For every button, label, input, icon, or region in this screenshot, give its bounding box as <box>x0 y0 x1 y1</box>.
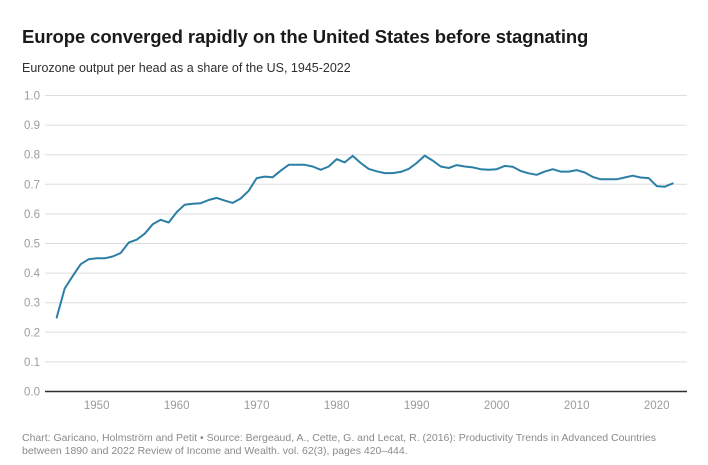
y-axis-tick-label: 0.5 <box>24 239 40 251</box>
x-axis-tick-label: 1970 <box>244 400 270 412</box>
y-axis-tick-label: 0.2 <box>24 327 40 339</box>
chart-source-note: Chart: Garicano, Holmström and Petit • S… <box>22 432 686 457</box>
y-axis-tick-label: 0.6 <box>24 209 40 221</box>
y-axis-tick-label: 0.1 <box>24 357 40 369</box>
x-axis-tick-label: 2000 <box>484 400 510 412</box>
y-axis-tick-label: 0.9 <box>24 120 40 132</box>
x-axis-tick-label: 1980 <box>324 400 350 412</box>
y-axis-tick-label: 0.8 <box>24 150 40 162</box>
chart-subtitle: Eurozone output per head as a share of t… <box>22 61 351 75</box>
chart-title: Europe converged rapidly on the United S… <box>22 26 589 47</box>
x-axis-tick-label: 2010 <box>564 400 590 412</box>
y-axis-tick-label: 0.4 <box>24 268 41 280</box>
source-line-1: Chart: Garicano, Holmström and Petit • S… <box>22 432 656 444</box>
x-axis-tick-label: 1990 <box>404 400 430 412</box>
y-axis-tick-label: 0.3 <box>24 298 40 310</box>
line-chart-svg: 1.0 0.9 0.8 0.7 0.6 0.5 0.4 0.3 0.2 0.1 0.0 1950 196… <box>24 91 687 412</box>
y-axis-tick-label: 1.0 <box>24 91 40 103</box>
x-axis-tick-label: 2020 <box>644 400 670 412</box>
data-line-eurozone-share <box>55 154 674 319</box>
source-line-2: between 1890 and 2022 Review of Income a… <box>22 444 408 457</box>
y-axis-tick-label: 0.0 <box>24 387 40 399</box>
line-chart: 1.0 0.9 0.8 0.7 0.6 0.5 0.4 0.3 0.2 0.1 0.0 1950 196… <box>22 82 687 420</box>
x-axis-tick-label: 1950 <box>84 400 110 412</box>
x-axis-tick-label: 1960 <box>164 400 190 412</box>
y-axis-tick-label: 0.7 <box>24 179 40 191</box>
